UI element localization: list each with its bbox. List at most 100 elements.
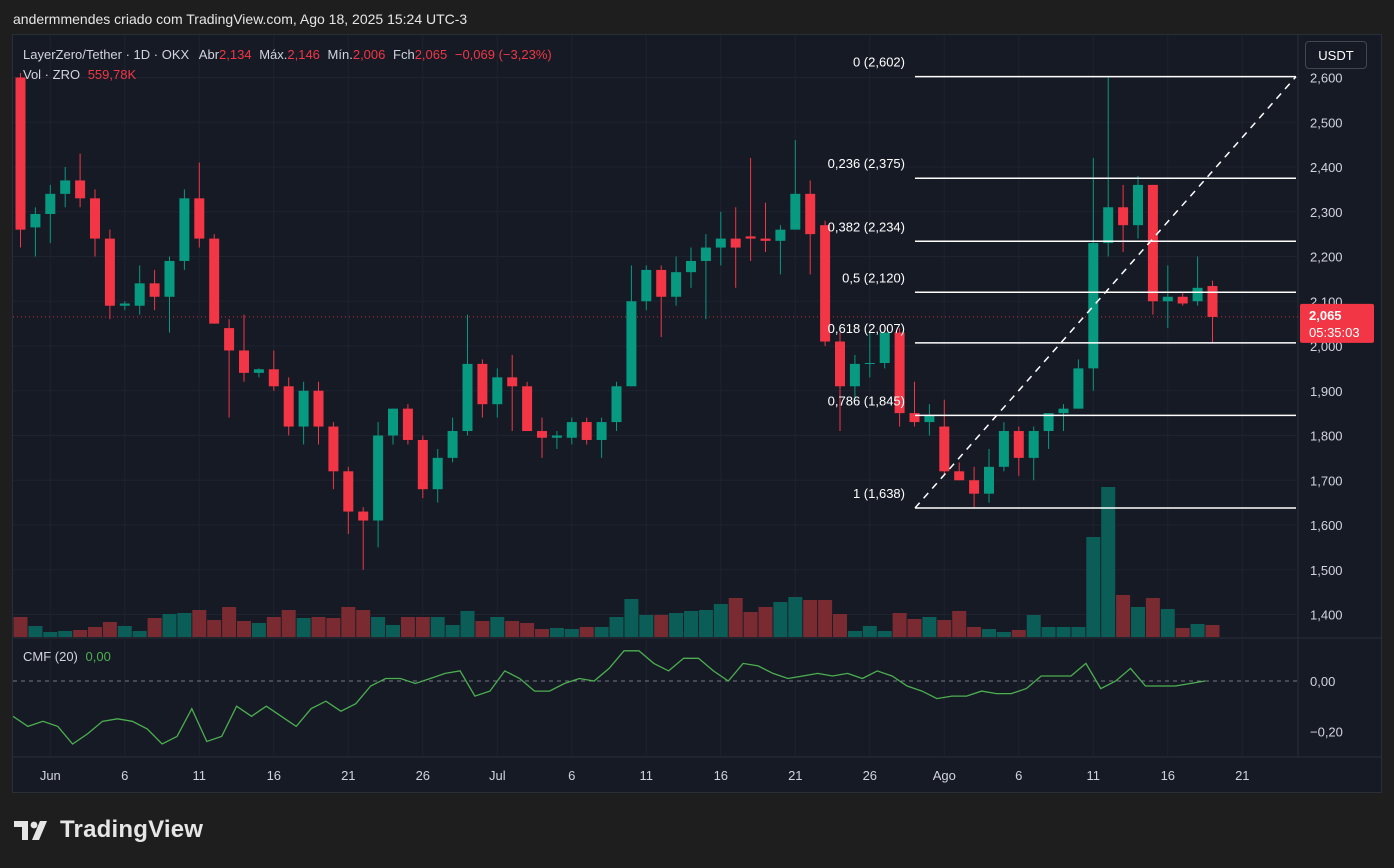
volume-bar bbox=[1116, 595, 1131, 637]
candle-body bbox=[432, 457, 443, 490]
price-tick-label: 2,200 bbox=[1310, 250, 1343, 265]
volume-bar bbox=[281, 610, 296, 637]
candle-body bbox=[194, 198, 205, 239]
fib-level-label: 0,382 (2,234) bbox=[828, 219, 905, 234]
volume-bar bbox=[549, 628, 564, 637]
volume-bar bbox=[594, 627, 609, 637]
volume-bar bbox=[1131, 607, 1145, 637]
candle bbox=[373, 422, 384, 548]
candle bbox=[75, 153, 86, 208]
time-tick-label: 6 bbox=[121, 768, 128, 783]
candle-body bbox=[864, 363, 875, 365]
candle bbox=[402, 404, 413, 445]
fib-level-label: 1 (1,638) bbox=[853, 486, 905, 501]
candle-body bbox=[1028, 431, 1039, 458]
candle bbox=[939, 399, 950, 476]
chart-canvas[interactable]: 2,6002,5002,4002,3002,2002,1002,0001,900… bbox=[13, 35, 1381, 792]
price-tick-label: 2,400 bbox=[1310, 160, 1343, 175]
candle bbox=[998, 422, 1009, 472]
volume-bar bbox=[371, 617, 386, 637]
volume-label[interactable]: Vol · ZRO bbox=[23, 67, 81, 82]
cmf-label[interactable]: CMF (20) bbox=[23, 649, 78, 664]
candle-body bbox=[909, 413, 920, 423]
candle-body bbox=[551, 435, 562, 438]
candle-body bbox=[1088, 243, 1099, 369]
candle bbox=[253, 368, 264, 378]
last-price-badge bbox=[1300, 303, 1374, 343]
time-tick-label: 21 bbox=[341, 768, 355, 783]
fib-level-label: 0,236 (2,375) bbox=[828, 156, 905, 171]
candle bbox=[835, 332, 845, 432]
candle bbox=[805, 180, 816, 275]
time-tick-label: 21 bbox=[788, 768, 802, 783]
candle-body bbox=[745, 236, 756, 239]
candle bbox=[864, 332, 875, 378]
candle bbox=[432, 448, 443, 503]
candle-body bbox=[1103, 207, 1114, 244]
time-tick-label: 11 bbox=[193, 768, 207, 783]
time-tick-label: 16 bbox=[1161, 768, 1175, 783]
symbol-title[interactable]: LayerZero/Tether · 1D · OKX bbox=[23, 47, 190, 62]
volume-bar bbox=[1175, 628, 1190, 637]
candle bbox=[745, 158, 756, 261]
volume-bar bbox=[788, 597, 803, 637]
candle-body bbox=[477, 363, 488, 405]
time-tick-label: Jul bbox=[489, 768, 506, 783]
candle-body bbox=[30, 213, 41, 228]
high-value: 2,146 bbox=[287, 47, 320, 62]
candle-body bbox=[507, 377, 518, 387]
price-tick-label: 1,400 bbox=[1310, 608, 1343, 623]
candle-body bbox=[388, 408, 398, 436]
open-label: Abr bbox=[198, 47, 220, 62]
candle bbox=[492, 368, 503, 418]
currency-button[interactable]: USDT bbox=[1305, 41, 1367, 69]
candle-body bbox=[343, 471, 354, 512]
price-tick-label: 1,700 bbox=[1310, 473, 1343, 488]
candle-body bbox=[1192, 287, 1203, 302]
volume-bar bbox=[207, 620, 222, 637]
candle-body bbox=[328, 426, 339, 472]
fib-level-label: 0,786 (1,845) bbox=[828, 393, 905, 408]
time-tick-label: 6 bbox=[568, 768, 575, 783]
volume-bar bbox=[117, 626, 132, 637]
price-tick-label: 2,600 bbox=[1310, 71, 1343, 86]
volume-bar bbox=[624, 599, 639, 637]
candle-body bbox=[700, 247, 711, 261]
candle-body bbox=[730, 238, 741, 248]
volume-bar bbox=[177, 613, 192, 637]
volume-bar bbox=[803, 600, 818, 637]
candle-body bbox=[104, 238, 115, 306]
candle-body bbox=[939, 426, 950, 472]
volume-bar bbox=[237, 621, 251, 637]
candle-body bbox=[373, 435, 384, 521]
candle bbox=[328, 422, 339, 490]
volume-bar bbox=[1190, 624, 1205, 637]
time-tick-label: Jun bbox=[40, 768, 61, 783]
volume-bar bbox=[579, 627, 594, 637]
volume-bar bbox=[758, 607, 773, 637]
symbol-legend: LayerZero/Tether · 1D · OKX Abr2,134 Máx… bbox=[23, 45, 552, 85]
candle-body bbox=[805, 193, 816, 235]
candle bbox=[507, 354, 518, 432]
candle bbox=[1058, 404, 1069, 432]
close-label: Fch bbox=[393, 47, 415, 62]
candle bbox=[1073, 359, 1084, 409]
candle-body bbox=[492, 377, 503, 405]
volume-bar bbox=[639, 615, 654, 637]
candle-body bbox=[581, 422, 592, 440]
volume-bar bbox=[58, 631, 73, 637]
candle bbox=[417, 435, 428, 499]
candle-body bbox=[1043, 413, 1054, 432]
time-tick-label: Ago bbox=[933, 768, 956, 783]
volume-bar bbox=[1160, 609, 1175, 637]
volume-bar bbox=[147, 618, 162, 637]
candle-body bbox=[924, 415, 935, 423]
candle bbox=[119, 301, 130, 311]
candle-body bbox=[75, 180, 86, 199]
chart-frame[interactable]: 2,600 2,500 2,400 2,300 2,200 2,100 2,000 1,900… bbox=[12, 34, 1382, 793]
candle-body bbox=[90, 198, 100, 239]
candle-body bbox=[417, 439, 428, 490]
volume-bar bbox=[1056, 627, 1071, 637]
fib-level-label: 0 (2,602) bbox=[853, 55, 905, 70]
candle bbox=[1147, 184, 1158, 315]
